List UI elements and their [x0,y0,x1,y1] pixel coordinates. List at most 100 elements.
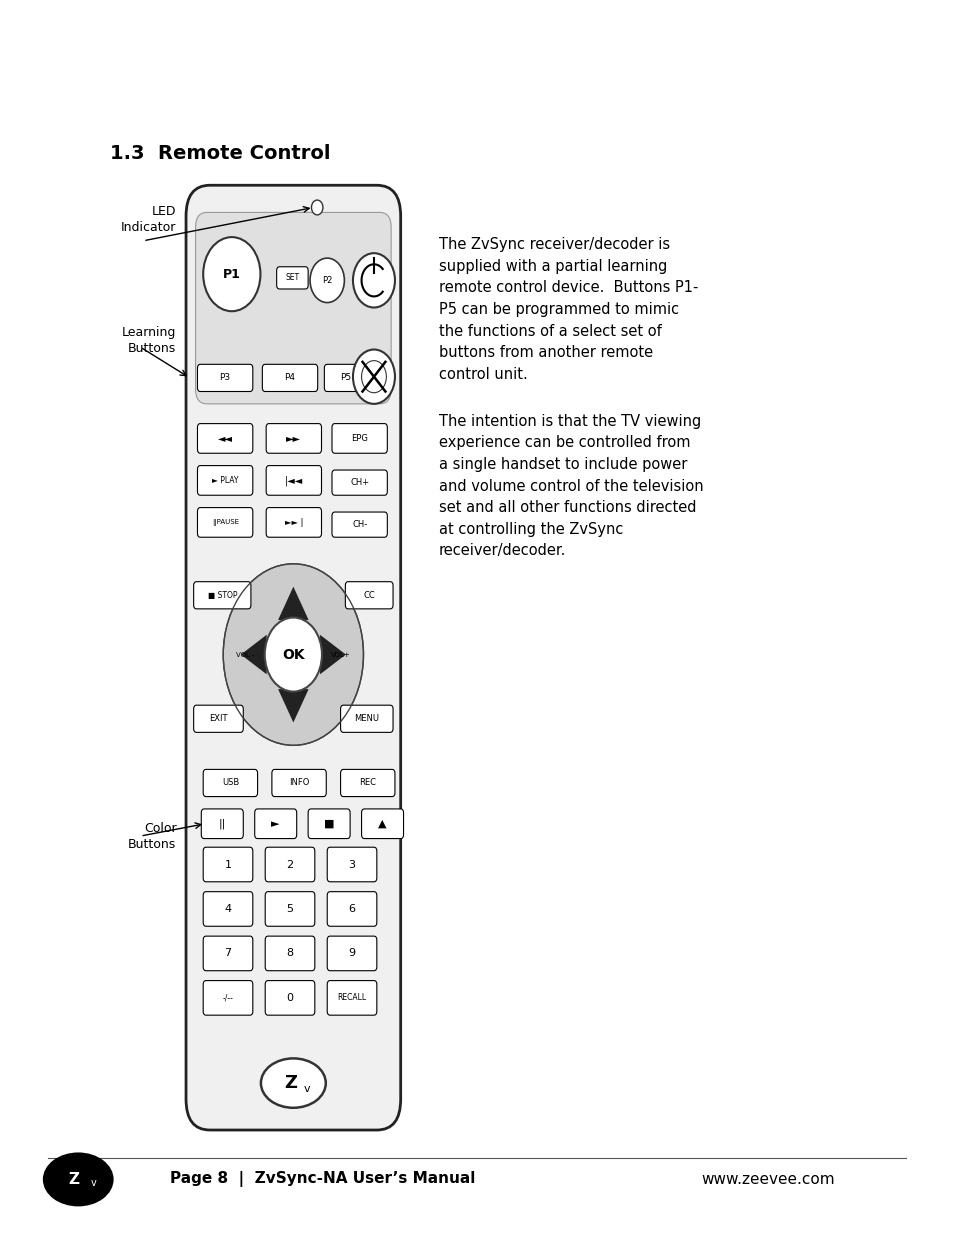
Text: -/--: -/-- [222,993,233,1003]
Text: 1: 1 [224,860,232,869]
FancyBboxPatch shape [266,424,321,453]
FancyBboxPatch shape [324,364,367,391]
Circle shape [203,237,260,311]
FancyBboxPatch shape [327,892,376,926]
Ellipse shape [261,1058,325,1108]
Text: P2: P2 [322,275,332,285]
FancyBboxPatch shape [203,769,257,797]
Circle shape [264,618,321,692]
Text: control unit.: control unit. [438,367,527,382]
Text: CC: CC [363,590,375,600]
Text: 1.3  Remote Control: 1.3 Remote Control [110,144,330,163]
Text: set and all other functions directed: set and all other functions directed [438,500,696,515]
Text: VOL+: VOL+ [331,652,351,657]
Text: LED
Indicator: LED Indicator [121,205,176,235]
Text: EXIT: EXIT [209,714,228,724]
Text: P5: P5 [340,373,351,383]
FancyBboxPatch shape [197,508,253,537]
Text: ►: ► [272,819,279,829]
FancyBboxPatch shape [203,892,253,926]
Text: MENU: MENU [354,714,379,724]
Text: ▲: ▲ [378,819,386,829]
Text: Learning
Buttons: Learning Buttons [122,326,176,356]
FancyBboxPatch shape [201,809,243,839]
FancyBboxPatch shape [203,936,253,971]
Text: at controlling the ZvSync: at controlling the ZvSync [438,521,622,537]
FancyBboxPatch shape [332,471,387,495]
Text: experience can be controlled from: experience can be controlled from [438,435,690,451]
Text: v: v [303,1084,310,1094]
FancyBboxPatch shape [197,424,253,453]
Text: 5: 5 [286,904,294,914]
FancyBboxPatch shape [226,622,359,687]
FancyBboxPatch shape [254,809,296,839]
Text: buttons from another remote: buttons from another remote [438,345,652,361]
FancyBboxPatch shape [203,847,253,882]
Text: ►► |: ►► | [284,517,303,527]
Text: 2: 2 [286,860,294,869]
Text: CH+: CH+ [350,478,369,487]
Text: P4: P4 [284,373,295,383]
Text: Z: Z [68,1172,79,1187]
Text: Color
Buttons: Color Buttons [128,821,176,851]
FancyBboxPatch shape [345,582,393,609]
FancyBboxPatch shape [186,185,400,1130]
Circle shape [353,253,395,308]
FancyBboxPatch shape [266,508,321,537]
Text: the functions of a select set of: the functions of a select set of [438,324,660,338]
Text: 7: 7 [224,948,232,958]
Text: ■: ■ [323,819,335,829]
Polygon shape [278,587,309,620]
Text: 4: 4 [224,904,232,914]
Text: ►►: ►► [286,433,301,443]
FancyBboxPatch shape [265,981,314,1015]
Text: 8: 8 [286,948,294,958]
Text: |◄◄: |◄◄ [284,475,303,485]
FancyBboxPatch shape [265,892,314,926]
FancyBboxPatch shape [340,705,393,732]
Circle shape [353,350,395,404]
FancyBboxPatch shape [265,936,314,971]
Circle shape [310,258,344,303]
Text: RECALL: RECALL [337,993,366,1003]
FancyBboxPatch shape [327,936,376,971]
Ellipse shape [223,564,363,746]
Text: Z: Z [284,1074,296,1092]
Polygon shape [320,635,345,674]
FancyBboxPatch shape [195,212,391,404]
FancyBboxPatch shape [332,424,387,453]
Text: www.zeevee.com: www.zeevee.com [700,1172,834,1187]
FancyBboxPatch shape [332,513,387,537]
FancyBboxPatch shape [327,981,376,1015]
FancyBboxPatch shape [193,705,243,732]
FancyBboxPatch shape [272,769,326,797]
Text: a single handset to include power: a single handset to include power [438,457,686,472]
Text: ■ STOP: ■ STOP [208,590,236,600]
Text: The intention is that the TV viewing: The intention is that the TV viewing [438,414,700,429]
Text: REC: REC [359,778,375,788]
FancyBboxPatch shape [193,582,251,609]
Text: SET: SET [285,273,299,283]
Text: Page 8  |  ZvSync-NA User’s Manual: Page 8 | ZvSync-NA User’s Manual [170,1172,475,1187]
FancyBboxPatch shape [308,809,350,839]
Text: ||PAUSE: ||PAUSE [212,519,238,526]
Text: INFO: INFO [289,778,309,788]
Polygon shape [278,689,309,722]
Text: 0: 0 [286,993,294,1003]
FancyBboxPatch shape [266,466,321,495]
FancyBboxPatch shape [265,847,314,882]
Text: remote control device.  Buttons P1-: remote control device. Buttons P1- [438,280,698,295]
Text: ► PLAY: ► PLAY [212,475,238,485]
Text: OK: OK [282,647,304,662]
Text: 6: 6 [348,904,355,914]
FancyBboxPatch shape [197,364,253,391]
Text: EPG: EPG [351,433,368,443]
Text: P1: P1 [223,268,240,280]
Ellipse shape [44,1153,112,1205]
FancyBboxPatch shape [262,364,317,391]
Circle shape [311,200,322,215]
Text: 9: 9 [348,948,355,958]
Text: 3: 3 [348,860,355,869]
Text: receiver/decoder.: receiver/decoder. [438,543,566,558]
FancyBboxPatch shape [340,769,395,797]
